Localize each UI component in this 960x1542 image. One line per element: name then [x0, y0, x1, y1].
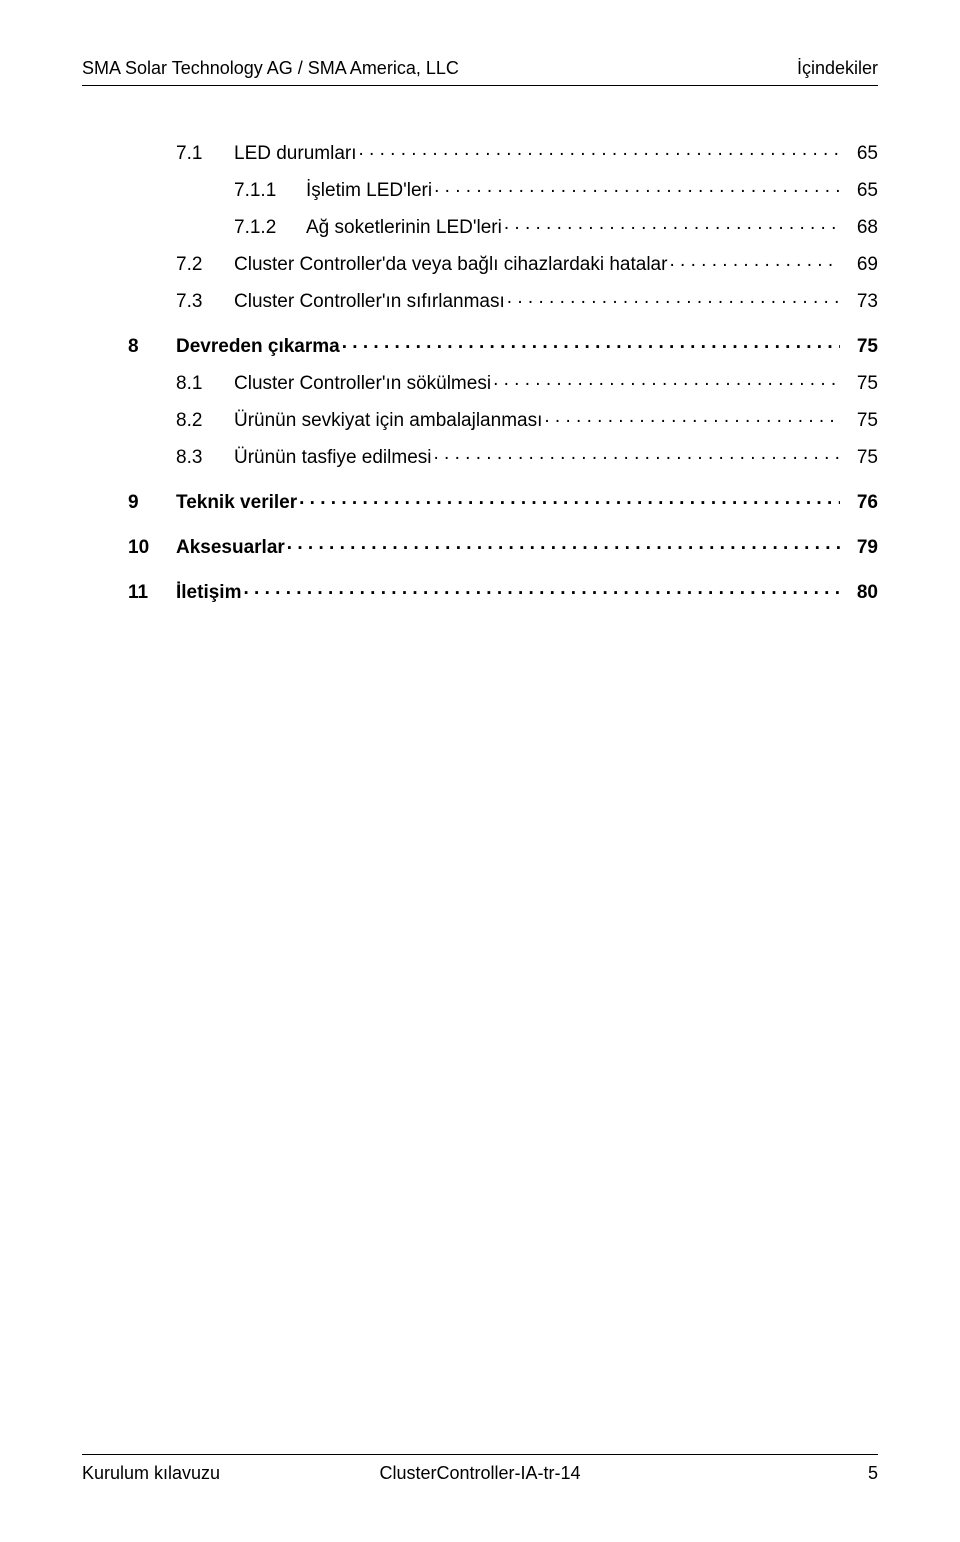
toc-leader-dots: [359, 140, 841, 159]
toc-entry-page: 80: [844, 583, 878, 602]
toc-entry: 8Devreden çıkarma 75: [128, 333, 878, 356]
toc-leader-dots: [299, 489, 840, 508]
page-footer: Kurulum kılavuzu ClusterController-IA-tr…: [82, 1454, 878, 1484]
toc-entry-number: 7.2: [176, 255, 234, 274]
toc-entry-page: 76: [844, 493, 878, 512]
toc-leader-dots: [504, 214, 840, 233]
toc-entry-page: 75: [844, 448, 878, 467]
toc-entry-title: LED durumları: [234, 144, 357, 163]
toc-entry-number: 7.1: [176, 144, 234, 163]
toc-entry-page: 68: [844, 218, 878, 237]
toc-entry-number: 7.3: [176, 292, 234, 311]
toc-entry-title: Teknik veriler: [176, 493, 297, 512]
toc-entry-page: 65: [844, 181, 878, 200]
toc-leader-dots: [669, 251, 840, 270]
toc-entry: 10Aksesuarlar 79: [128, 534, 878, 557]
toc-entry-page: 73: [844, 292, 878, 311]
toc-entry: 9Teknik veriler 76: [128, 489, 878, 512]
toc-entry-title: Ağ soketlerinin LED'leri: [306, 218, 502, 237]
toc-entry-number: 7.1.2: [234, 218, 306, 237]
footer-center-text: ClusterController-IA-tr-14: [379, 1463, 580, 1484]
toc-entry-title: Cluster Controller'da veya bağlı cihazla…: [234, 255, 667, 274]
toc-leader-dots: [434, 177, 840, 196]
toc-entry: 8.1Cluster Controller'ın sökülmesi 75: [128, 370, 878, 393]
toc-entry-title: İletişim: [176, 583, 241, 602]
toc-entry-title: Devreden çıkarma: [176, 337, 340, 356]
toc-entry: 11İletişim 80: [128, 579, 878, 602]
toc-leader-dots: [243, 579, 840, 598]
toc-entry: 7.1.2Ağ soketlerinin LED'leri 68: [128, 214, 878, 237]
page-header: SMA Solar Technology AG / SMA America, L…: [82, 58, 878, 86]
toc-entry-page: 65: [844, 144, 878, 163]
toc-entry-title: Aksesuarlar: [176, 538, 285, 557]
toc-entry-number: 8.3: [176, 448, 234, 467]
toc-entry-page: 79: [844, 538, 878, 557]
header-left-text: SMA Solar Technology AG / SMA America, L…: [82, 58, 459, 79]
toc-entry-number: 7.1.1: [234, 181, 306, 200]
toc-entry: 7.2Cluster Controller'da veya bağlı ciha…: [128, 251, 878, 274]
toc-entry: 8.2Ürünün sevkiyat için ambalajlanması 75: [128, 407, 878, 430]
toc-entry-title: Ürünün tasfiye edilmesi: [234, 448, 431, 467]
toc-entry-title: Cluster Controller'ın sıfırlanması: [234, 292, 505, 311]
toc-leader-dots: [507, 288, 840, 307]
toc-entry-number: 10: [128, 538, 176, 557]
toc-leader-dots: [287, 534, 840, 553]
toc-entry-page: 69: [844, 255, 878, 274]
toc-entry-page: 75: [844, 337, 878, 356]
page: SMA Solar Technology AG / SMA America, L…: [0, 0, 960, 1542]
toc-entry-number: 8: [128, 337, 176, 356]
toc-leader-dots: [342, 333, 840, 352]
toc-leader-dots: [433, 444, 840, 463]
toc-entry-number: 9: [128, 493, 176, 512]
toc-entry-number: 11: [128, 583, 176, 602]
toc-leader-dots: [544, 407, 840, 426]
toc-entry: 7.3Cluster Controller'ın sıfırlanması 73: [128, 288, 878, 311]
toc-entry: 7.1.1İşletim LED'leri 65: [128, 177, 878, 200]
toc-entry-number: 8.1: [176, 374, 234, 393]
toc-entry-title: Cluster Controller'ın sökülmesi: [234, 374, 491, 393]
table-of-contents: 7.1LED durumları 65 7.1.1İşletim LED'leri 6…: [82, 140, 878, 602]
toc-entry: 8.3Ürünün tasfiye edilmesi 75: [128, 444, 878, 467]
footer-right-text: 5: [868, 1463, 878, 1484]
toc-entry-page: 75: [844, 411, 878, 430]
toc-leader-dots: [493, 370, 840, 389]
toc-entry-page: 75: [844, 374, 878, 393]
footer-left-text: Kurulum kılavuzu: [82, 1463, 220, 1484]
toc-entry-title: Ürünün sevkiyat için ambalajlanması: [234, 411, 542, 430]
header-right-text: İçindekiler: [797, 58, 878, 79]
toc-entry-number: 8.2: [176, 411, 234, 430]
toc-entry-title: İşletim LED'leri: [306, 181, 432, 200]
toc-entry: 7.1LED durumları 65: [128, 140, 878, 163]
